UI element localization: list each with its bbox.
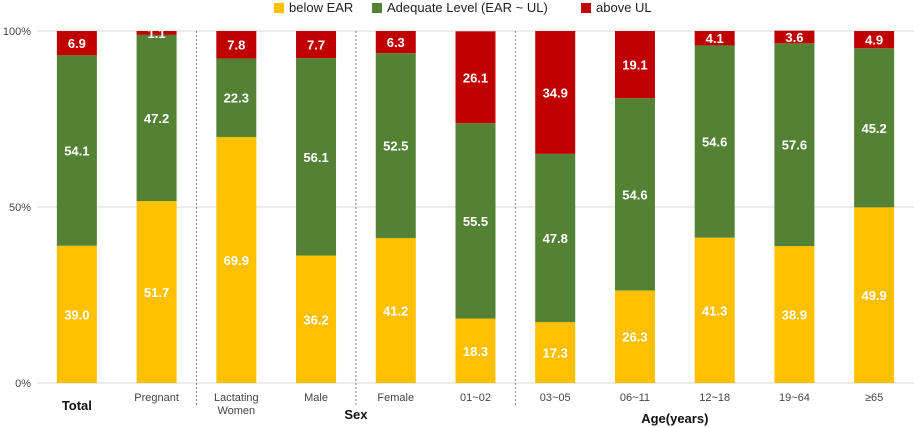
bar-segment (375, 237, 416, 383)
data-label: 57.6 (782, 138, 807, 153)
data-label: 6.3 (387, 35, 405, 50)
data-label: 54.1 (64, 144, 89, 159)
bar-segment (774, 43, 815, 247)
y-tick-label: 100% (3, 26, 31, 38)
bar-segment (136, 201, 177, 383)
data-label: 39.0 (64, 307, 89, 322)
legend-label-below-ear: below EAR (289, 0, 354, 15)
data-label: 6.9 (68, 36, 86, 51)
data-label: 4.1 (706, 31, 724, 46)
bar-segment (694, 237, 735, 383)
x-tick-label: 03~05 (540, 392, 571, 404)
bar-segment (614, 290, 655, 383)
bar-segment (56, 245, 97, 383)
legend-label-above-ul: above UL (596, 0, 652, 15)
data-label: 26.1 (463, 70, 488, 85)
bar-segment (375, 31, 416, 54)
group-label: Age(years) (641, 411, 708, 426)
bar-segment (694, 31, 735, 46)
bar-segment (614, 31, 655, 99)
x-tick-label: 12~18 (699, 392, 730, 404)
bar-segment (854, 207, 895, 383)
bar-segment (216, 58, 257, 137)
data-label: 18.3 (463, 344, 488, 359)
legend-label-adequate: Adequate Level (EAR ~ UL) (387, 0, 548, 15)
bar-segment (774, 246, 815, 383)
data-label: 22.3 (224, 91, 249, 106)
data-label: 52.5 (383, 139, 408, 154)
y-tick-label: 0% (15, 378, 31, 390)
bar-segment (375, 53, 416, 238)
x-tick-label: Total (62, 398, 92, 413)
bar-segment (694, 45, 735, 238)
x-tick-label: Male (304, 392, 328, 404)
legend-swatch-above-ul (581, 2, 591, 13)
data-label: 47.8 (543, 231, 568, 246)
data-label: 55.5 (463, 214, 488, 229)
data-label: 19.1 (622, 58, 647, 73)
data-label: 54.6 (702, 135, 727, 150)
data-label: 41.2 (383, 303, 408, 318)
data-label: 1.1 (148, 26, 166, 41)
data-label: 36.2 (303, 312, 328, 327)
group-label: Sex (344, 407, 368, 422)
x-tick-label: ≥65 (865, 392, 883, 404)
bar-segment (455, 123, 496, 319)
bar-segment (136, 31, 177, 35)
data-label: 49.9 (861, 288, 886, 303)
bar-segment (614, 98, 655, 291)
data-label: 4.9 (865, 33, 883, 48)
data-label: 41.3 (702, 303, 727, 318)
data-label: 7.8 (227, 38, 245, 53)
legend: below EAR Adequate Level (EAR ~ UL) abov… (0, 0, 914, 18)
x-tick-label: 01~02 (460, 392, 491, 404)
data-label: 56.1 (303, 150, 328, 165)
data-label: 34.9 (543, 85, 568, 100)
y-tick-label: 50% (9, 202, 31, 214)
x-tick-label: Female (377, 392, 414, 404)
x-tick-label: Pregnant (134, 392, 179, 404)
bar-segment (854, 31, 895, 49)
x-tick-label: 19~64 (779, 392, 810, 404)
bar-segment (535, 153, 576, 323)
bar-segment (216, 136, 257, 383)
bar-segment (136, 34, 177, 202)
data-label: 17.3 (543, 346, 568, 361)
x-tick-label: Lactating Women (214, 392, 259, 417)
data-label: 26.3 (622, 330, 647, 345)
bar-segment (56, 55, 97, 246)
data-label: 38.9 (782, 308, 807, 323)
bar-segment (854, 48, 895, 208)
legend-item-adequate: Adequate Level (EAR ~ UL) (372, 0, 548, 15)
data-label: 45.2 (861, 121, 886, 136)
bar-segment (774, 30, 815, 44)
legend-swatch-adequate (372, 2, 382, 13)
legend-item-below-ear: below EAR (274, 0, 353, 15)
bar-segment (56, 31, 97, 56)
data-label: 7.7 (307, 38, 325, 53)
bar-segment (296, 31, 337, 59)
legend-swatch-below-ear (274, 2, 284, 13)
x-tick-label: 06~11 (620, 392, 650, 404)
data-label: 69.9 (224, 253, 249, 268)
bar-segment (455, 318, 496, 383)
data-label: 47.2 (144, 111, 169, 126)
legend-item-above-ul: above UL (581, 0, 652, 15)
data-label: 54.6 (622, 187, 647, 202)
bar-segment (296, 58, 337, 256)
bar-segment (296, 255, 337, 383)
data-label: 51.7 (144, 285, 169, 300)
bar-segment (535, 322, 576, 383)
bar-segment (535, 31, 576, 154)
bar-segment (455, 31, 496, 124)
bar-segment (216, 31, 257, 59)
data-label: 3.6 (785, 30, 803, 45)
